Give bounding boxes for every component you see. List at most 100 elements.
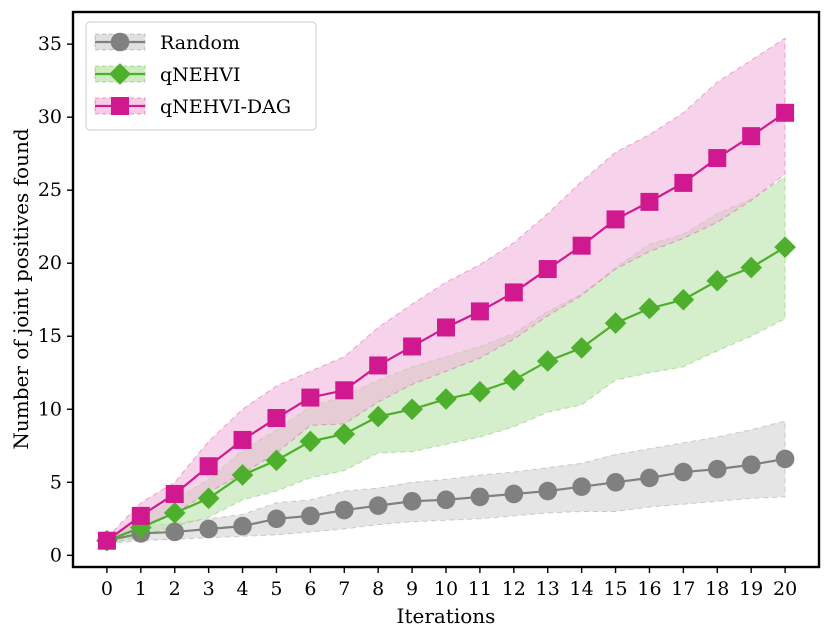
- random-point: [402, 491, 422, 511]
- x-tick-label: 13: [536, 578, 560, 600]
- random-point: [707, 459, 727, 479]
- random-point: [504, 484, 524, 504]
- random-point: [368, 496, 388, 515]
- x-tick-label: 14: [570, 578, 594, 600]
- qnehvi-dag-point: [403, 337, 422, 356]
- legend-qnehvi-marker: [109, 63, 131, 85]
- qnehvi-point: [401, 398, 423, 421]
- y-tick-label: 10: [38, 398, 62, 420]
- x-tick-label: 10: [434, 578, 458, 600]
- x-tick-label: 12: [502, 578, 526, 600]
- qnehvi-point: [231, 464, 254, 486]
- y-tick-label: 20: [38, 252, 62, 274]
- x-tick-label: 9: [406, 578, 418, 600]
- qnehvi-point: [469, 380, 491, 403]
- legend-random-label: Random: [160, 32, 240, 54]
- qnehvi-point: [740, 256, 762, 279]
- qnehvi-point: [367, 405, 389, 428]
- qnehvi-dag-point: [742, 127, 761, 146]
- x-tick-label: 20: [773, 578, 797, 600]
- random-point: [470, 487, 490, 507]
- qnehvi-point: [774, 236, 796, 258]
- random-point: [334, 500, 354, 520]
- qnehvi-dag-point: [267, 409, 286, 428]
- x-tick-label: 18: [705, 578, 729, 600]
- qnehvi-point: [503, 369, 525, 391]
- x-axis-label: Iterations: [397, 604, 496, 628]
- qnehvi-point: [333, 423, 356, 445]
- qnehvi-dag-point: [437, 318, 455, 337]
- random-point: [674, 462, 693, 482]
- qnehvi-point: [536, 350, 559, 372]
- y-tick-label: 35: [38, 33, 62, 55]
- qnehvi-dag-point: [369, 356, 388, 375]
- x-tick-label: 15: [603, 578, 627, 600]
- y-tick-label: 15: [38, 325, 62, 347]
- qnehvi-dag-point: [572, 236, 591, 255]
- qnehvi-point: [706, 269, 729, 292]
- random-point: [606, 472, 625, 492]
- x-tick-label: 11: [468, 578, 492, 600]
- legend-qnehvi-dag-marker: [111, 97, 129, 115]
- x-tick-label: 3: [203, 578, 215, 600]
- x-tick-label: 4: [236, 578, 248, 600]
- qnehvi-dag-point: [640, 192, 659, 211]
- y-tick-label: 0: [50, 544, 62, 566]
- qnehvi-dag-point: [131, 506, 150, 525]
- y-tick-label: 5: [50, 471, 62, 493]
- qnehvi-dag-point: [335, 381, 354, 400]
- random-point: [267, 509, 286, 529]
- random-point: [199, 519, 218, 539]
- x-tick-label: 17: [671, 578, 695, 600]
- x-tick-label: 5: [270, 578, 282, 600]
- random-point: [538, 481, 558, 501]
- x-tick-label: 16: [637, 578, 661, 600]
- y-axis-label: Number of joint positives found: [9, 128, 33, 450]
- qnehvi-point: [604, 312, 627, 334]
- legend-qnehvi-dag-label: qNEHVI-DAG: [160, 96, 291, 118]
- y-tick-label: 30: [38, 106, 62, 128]
- x-tick-label: 8: [372, 578, 384, 600]
- series-markers: [96, 103, 796, 552]
- random-point: [165, 522, 185, 542]
- qnehvi-dag-point: [199, 457, 218, 476]
- random-point: [775, 449, 795, 469]
- qnehvi-point: [435, 388, 457, 410]
- x-axis-ticks: 0 1 2 3 4 5 6 7 8 9 10 11 12 13 14 15 16 17 18 19 20: [101, 567, 797, 600]
- qnehvi-dag-point: [470, 302, 489, 321]
- legend-random-marker: [110, 32, 130, 52]
- qnehvi-point: [638, 297, 661, 320]
- legend-qnehvi-label: qNEHVI: [160, 64, 240, 86]
- qnehvi-point: [130, 516, 152, 539]
- y-axis-ticks: 0 5 10 15 20 25 30 35: [38, 33, 73, 566]
- qnehvi-point: [265, 449, 288, 472]
- qnehvi-point: [299, 430, 322, 453]
- random-point: [436, 490, 456, 510]
- qnehvi-dag-point: [504, 283, 523, 302]
- x-tick-label: 7: [338, 578, 350, 600]
- qnehvi-dag-point: [233, 430, 252, 449]
- x-tick-label: 19: [739, 578, 763, 600]
- qnehvi-dag-point: [674, 173, 693, 192]
- random-point: [741, 455, 761, 475]
- qnehvi-dag-point: [776, 103, 795, 122]
- qnehvi-point: [197, 487, 220, 510]
- qnehvi-dag-point: [538, 260, 557, 279]
- random-point: [233, 516, 252, 536]
- qnehvi-dag-point: [708, 149, 727, 168]
- qnehvi-dag-point: [165, 484, 184, 503]
- qnehvi-point: [163, 502, 186, 524]
- qnehvi-point: [672, 288, 695, 311]
- legend: Random qNEHVI qNEHVI-DAG: [85, 21, 317, 131]
- random-point: [640, 468, 659, 488]
- y-tick-label: 25: [38, 179, 62, 201]
- x-tick-label: 0: [101, 578, 113, 600]
- plot-frame: [71, 10, 821, 569]
- random-point: [301, 506, 320, 526]
- qnehvi-dag-point: [301, 388, 320, 407]
- x-tick-label: 2: [169, 578, 181, 600]
- qnehvi-dag-point: [97, 531, 116, 550]
- qnehvi-point: [570, 337, 593, 359]
- x-tick-label: 6: [304, 578, 316, 600]
- qnehvi-dag-point: [606, 210, 625, 229]
